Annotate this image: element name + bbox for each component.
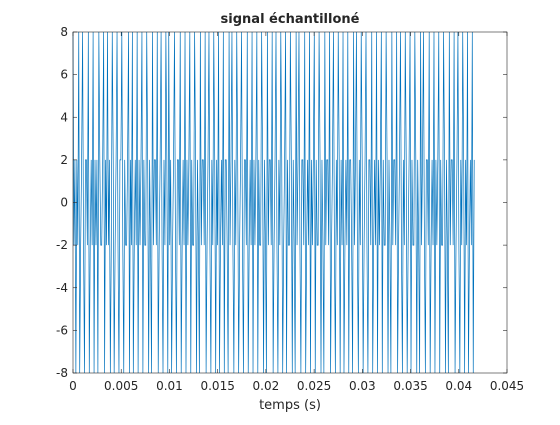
x-axis-label: temps (s)	[259, 398, 321, 413]
x-tick-label: 0.025	[297, 379, 331, 393]
x-tick-label: 0	[69, 379, 77, 393]
y-tick-label: 4	[60, 110, 68, 124]
signal-series-line	[72, 31, 475, 374]
x-tick-label: 0.035	[393, 379, 427, 393]
x-tick-label: 0.03	[349, 379, 376, 393]
y-tick-label: -8	[56, 366, 68, 380]
x-tick-label: 0.02	[253, 379, 280, 393]
y-tick-label: -6	[56, 323, 68, 337]
x-axis-ticks: 0 0.005 0.01 0.015 0.02 0.025 0.03 0.035 0.04 0.0…	[69, 32, 524, 393]
y-tick-label: 8	[60, 25, 68, 39]
x-tick-label: 0.04	[445, 379, 472, 393]
y-tick-label: 2	[60, 153, 68, 167]
series-layer	[72, 31, 475, 374]
y-tick-label: 0	[60, 196, 68, 210]
y-tick-label: -2	[56, 238, 68, 252]
y-axis-ticks: -8 -6 -4 -2 0 2 4 6 8	[56, 25, 507, 380]
chart-title: signal échantilloné	[221, 12, 360, 27]
x-tick-label: 0.045	[490, 379, 524, 393]
x-tick-label: 0.01	[156, 379, 183, 393]
y-tick-label: -4	[56, 281, 68, 295]
y-tick-label: 6	[60, 68, 68, 82]
x-tick-label: 0.005	[104, 379, 138, 393]
x-tick-label: 0.015	[200, 379, 234, 393]
